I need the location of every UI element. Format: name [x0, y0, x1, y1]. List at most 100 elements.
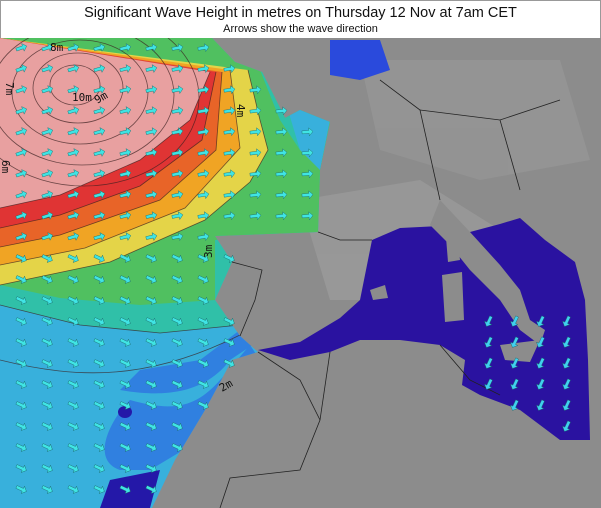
wave-arrow	[145, 148, 158, 157]
contour-lines	[0, 38, 269, 374]
wave-arrow	[145, 43, 158, 52]
sicily	[500, 340, 540, 362]
wave-arrow	[67, 338, 79, 347]
wave-arrow	[41, 443, 53, 452]
wave-arrow	[249, 211, 262, 221]
wave-arrow	[171, 275, 183, 284]
wave-arrow	[67, 127, 80, 136]
wave-arrow	[67, 211, 80, 220]
wave-arrow	[41, 254, 53, 263]
wave-arrow	[249, 85, 262, 95]
wave-arrow	[145, 275, 157, 284]
wave-arrow	[536, 399, 545, 411]
wave-arrow	[171, 190, 184, 200]
wave-arrow	[15, 380, 27, 389]
wave-arrow	[93, 338, 105, 347]
wave-arrow	[275, 211, 288, 221]
wave-arrow	[15, 443, 27, 452]
wave-arrow	[171, 359, 183, 368]
wave-arrow	[93, 148, 106, 157]
wave-arrow	[197, 211, 210, 221]
wave-arrow	[145, 232, 158, 241]
wave-arrow	[223, 190, 236, 200]
wave-arrow	[223, 359, 235, 368]
wave-arrow	[41, 275, 53, 284]
wave-arrow	[93, 64, 106, 73]
map-header: Significant Wave Height in metres on Thu…	[0, 0, 601, 38]
wave-arrow	[171, 169, 184, 179]
wave-arrow	[41, 317, 53, 326]
wave-arrow	[119, 64, 132, 73]
wave-arrow	[145, 254, 157, 263]
wave-arrow	[484, 378, 493, 390]
wave-arrow	[67, 106, 80, 115]
wave-arrow	[171, 422, 183, 431]
wave-arrow	[562, 315, 571, 327]
wave-arrow	[119, 254, 131, 263]
wave-arrow	[145, 359, 157, 368]
wave-arrow	[171, 443, 183, 452]
wave-arrow	[275, 169, 288, 179]
wave-arrow	[93, 317, 105, 326]
wave-arrow	[119, 127, 132, 136]
wave-arrow	[275, 127, 288, 137]
wave-arrow	[145, 127, 158, 136]
wave-arrow	[15, 485, 27, 494]
wave-arrow	[119, 169, 132, 178]
contour-label: 7m	[3, 82, 16, 96]
wave-arrow	[15, 254, 27, 263]
wave-arrow	[197, 190, 210, 200]
wave-arrow	[67, 359, 79, 368]
wave-arrow	[145, 296, 157, 305]
wave-arrow	[67, 148, 80, 157]
wave-arrow	[536, 378, 545, 390]
wave-arrow	[562, 378, 571, 390]
wave-arrow	[171, 148, 184, 158]
wave-arrow	[119, 43, 132, 52]
wave-arrow	[171, 127, 184, 137]
wave-arrow	[93, 169, 106, 178]
wave-arrow	[171, 338, 183, 347]
wave-arrow	[15, 275, 27, 284]
wave-arrow	[171, 401, 183, 410]
wave-arrow	[41, 464, 53, 473]
wave-arrow	[15, 85, 27, 94]
wave-arrow	[197, 338, 209, 347]
wave-arrow	[41, 232, 53, 241]
wave-arrow	[93, 296, 105, 305]
wave-arrow	[223, 64, 236, 74]
wave-arrow	[119, 443, 131, 452]
wave-arrow	[197, 359, 209, 368]
wave-arrow	[197, 43, 210, 53]
contour-label: 6m	[0, 160, 12, 174]
wave-arrow	[41, 64, 53, 73]
wave-arrow	[93, 106, 106, 115]
wave-arrow	[223, 148, 236, 158]
wave-arrow	[15, 338, 27, 347]
wave-arrow	[41, 338, 53, 347]
wave-arrow	[249, 106, 262, 116]
wave-arrow	[41, 211, 53, 220]
wave-arrow	[67, 401, 79, 410]
italy	[430, 200, 545, 345]
wave-arrow	[41, 296, 53, 305]
wave-arrow	[223, 254, 235, 263]
wave-arrow	[171, 106, 184, 116]
wave-arrow	[119, 296, 131, 305]
map-subtitle: Arrows show the wave direction	[223, 23, 378, 35]
wave-height-map[interactable]: 8m 10m 9m 7m 6m 4m 3m 2m	[0, 38, 601, 508]
wave-arrow	[15, 464, 27, 473]
wave-arrow	[41, 485, 53, 494]
wave-arrow	[301, 127, 314, 137]
band-7m	[0, 38, 210, 208]
wave-arrow	[197, 64, 210, 74]
wave-arrow	[145, 338, 157, 347]
wave-arrow	[562, 399, 571, 411]
contour-label: 4m	[234, 104, 247, 118]
wave-arrow	[223, 211, 236, 221]
wave-arrow	[510, 378, 519, 390]
mediterranean-sea	[258, 218, 590, 440]
wave-arrow	[119, 317, 131, 326]
wave-arrow	[119, 464, 131, 473]
